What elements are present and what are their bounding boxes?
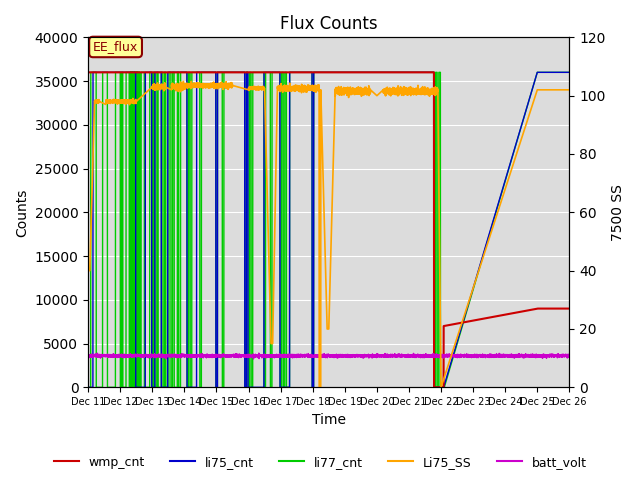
li77_cnt <box>369 70 377 75</box>
li77_cnt <box>109 384 116 390</box>
Line: batt_volt: batt_volt <box>88 353 570 359</box>
X-axis label: Time: Time <box>312 413 346 427</box>
batt_volt <box>255 350 262 356</box>
wmp_cnt <box>566 306 573 312</box>
wmp_cnt <box>467 318 474 324</box>
Li75_SS <box>369 89 377 95</box>
batt_volt <box>369 354 377 360</box>
li75_cnt <box>259 384 266 390</box>
li75_cnt <box>109 70 116 75</box>
batt_volt <box>441 353 449 359</box>
li77_cnt <box>259 70 266 75</box>
wmp_cnt <box>441 323 449 329</box>
li75_cnt <box>369 70 377 75</box>
Li75_SS <box>467 293 474 299</box>
wmp_cnt <box>390 70 397 75</box>
li75_cnt <box>566 70 573 75</box>
Text: EE_flux: EE_flux <box>93 40 138 53</box>
Title: Flux Counts: Flux Counts <box>280 15 378 33</box>
Line: wmp_cnt: wmp_cnt <box>88 72 570 387</box>
Li75_SS <box>441 372 449 378</box>
Li75_SS <box>390 89 398 95</box>
li75_cnt <box>441 380 449 386</box>
Li75_SS <box>316 384 323 390</box>
li75_cnt <box>390 70 398 75</box>
batt_volt <box>84 353 92 359</box>
Li75_SS <box>566 87 573 93</box>
Li75_SS <box>188 78 195 84</box>
Li75_SS <box>259 84 266 90</box>
li77_cnt <box>87 70 95 75</box>
li77_cnt <box>84 384 92 390</box>
Li75_SS <box>84 268 92 274</box>
li75_cnt <box>84 384 92 390</box>
wmp_cnt <box>84 70 92 75</box>
li77_cnt <box>390 70 398 75</box>
Line: li77_cnt: li77_cnt <box>88 72 570 387</box>
Line: Li75_SS: Li75_SS <box>88 81 570 387</box>
li77_cnt <box>566 70 573 75</box>
batt_volt <box>467 352 474 358</box>
batt_volt <box>250 356 257 362</box>
Li75_SS <box>109 100 116 106</box>
wmp_cnt <box>109 70 116 75</box>
batt_volt <box>390 352 398 358</box>
li75_cnt <box>467 294 474 300</box>
Y-axis label: 7500 SS: 7500 SS <box>611 184 625 241</box>
Y-axis label: Counts: Counts <box>15 188 29 237</box>
li77_cnt <box>441 382 449 388</box>
batt_volt <box>109 351 116 357</box>
wmp_cnt <box>430 384 438 390</box>
Line: li75_cnt: li75_cnt <box>88 72 570 387</box>
li75_cnt <box>89 70 97 75</box>
wmp_cnt <box>369 70 377 75</box>
batt_volt <box>566 353 573 359</box>
batt_volt <box>259 352 266 358</box>
Legend: wmp_cnt, li75_cnt, li77_cnt, Li75_SS, batt_volt: wmp_cnt, li75_cnt, li77_cnt, Li75_SS, ba… <box>49 451 591 474</box>
wmp_cnt <box>259 70 266 75</box>
li77_cnt <box>467 295 474 301</box>
